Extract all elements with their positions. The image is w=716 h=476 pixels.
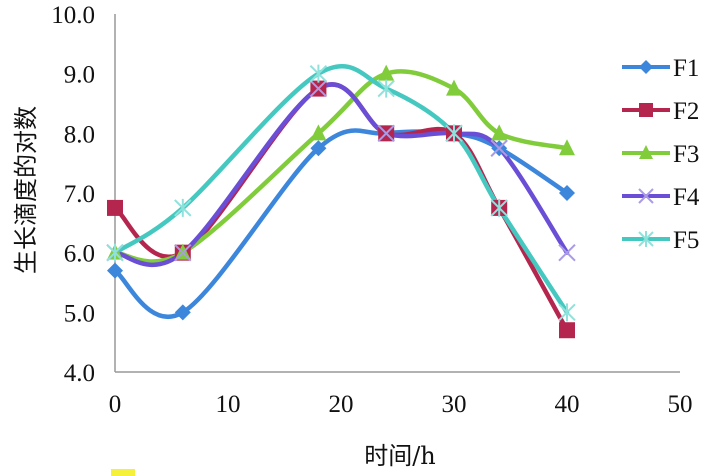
series-line-f3 [112, 69, 570, 264]
x-tick-label: 10 [216, 391, 241, 418]
x-marker-icon [377, 124, 395, 143]
x-tick-label: 40 [555, 391, 580, 418]
y-tick-label: 8.0 [64, 121, 95, 148]
asterisk-marker-icon [174, 198, 192, 217]
y-tick-label: 5.0 [64, 300, 95, 327]
series-line-f5 [112, 63, 570, 315]
x-tick-label: 0 [109, 391, 122, 418]
y-axis-title-text: 生长滴度的对数 [12, 106, 40, 274]
series-line-f1 [112, 128, 570, 319]
triangle-marker-icon [446, 79, 462, 96]
x-axis-title: 时间/h [364, 442, 436, 470]
x-marker-icon [638, 188, 654, 204]
y-tick-label: 7.0 [64, 181, 95, 208]
legend-label: F4 [673, 184, 700, 211]
asterisk-marker-icon [309, 64, 328, 83]
triangle-marker-icon [491, 124, 508, 141]
triangle-marker-icon [378, 64, 395, 81]
asterisk-marker-icon [445, 124, 463, 143]
square-marker-icon [639, 103, 653, 117]
legend-label: F3 [673, 141, 699, 168]
legend: F1 F2 F3 F4 F5 [622, 55, 700, 254]
x-marker-icon [174, 243, 192, 262]
asterisk-marker-icon [377, 79, 395, 98]
asterisk-marker-icon [638, 231, 654, 247]
square-marker-icon [559, 322, 575, 339]
triangle-marker-icon [310, 124, 327, 141]
x-axis-ticks: 0 10 20 30 40 50 [109, 391, 693, 418]
legend-label: F5 [673, 227, 699, 254]
triangle-marker-icon [639, 145, 653, 159]
legend-label: F2 [673, 98, 699, 125]
square-marker-icon [107, 199, 123, 216]
asterisk-marker-icon [558, 303, 576, 322]
legend-item-f4: F4 [622, 184, 700, 211]
y-tick-label: 6.0 [64, 241, 95, 268]
y-axis-title: 生长滴度的对数 [12, 106, 40, 274]
asterisk-marker-icon [106, 243, 124, 262]
x-tick-label: 20 [329, 391, 354, 418]
diamond-marker-icon [174, 304, 191, 321]
triangle-marker-icon [559, 139, 575, 156]
legend-label: F1 [673, 55, 699, 82]
x-marker-icon [558, 243, 576, 262]
asterisk-marker-icon [490, 198, 508, 217]
legend-item-f3: F3 [622, 141, 699, 168]
diamond-marker-icon [107, 262, 123, 279]
x-tick-label: 30 [442, 391, 467, 418]
series-markers [106, 64, 576, 339]
y-tick-label: 9.0 [64, 62, 95, 89]
legend-item-f5: F5 [622, 227, 699, 254]
yellow-highlight-mark [111, 469, 135, 476]
diamond-marker-icon [310, 140, 327, 157]
x-marker-icon [490, 139, 508, 157]
x-tick-label: 50 [668, 391, 693, 418]
legend-item-f1: F1 [622, 55, 699, 82]
diamond-marker-icon [559, 185, 575, 201]
series-lines [112, 63, 570, 333]
y-tick-label: 4.0 [64, 360, 95, 387]
diamond-marker-icon [639, 60, 653, 74]
y-axis-ticks: 4.0 5.0 6.0 7.0 8.0 9.0 10.0 [51, 2, 95, 387]
legend-item-f2: F2 [622, 98, 699, 125]
y-tick-label: 10.0 [51, 2, 95, 29]
x-marker-icon [309, 79, 328, 98]
